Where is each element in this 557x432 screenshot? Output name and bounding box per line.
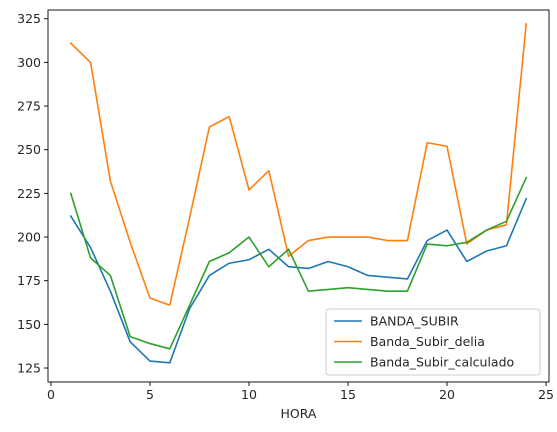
x-tick-label: 20 <box>439 387 455 402</box>
x-tick-label: 5 <box>146 387 154 402</box>
legend-entry-label: Banda_Subir_delia <box>370 334 485 349</box>
x-axis-label: HORA <box>281 406 317 421</box>
axes-frame <box>47 9 550 383</box>
x-tick-label: 15 <box>340 387 356 402</box>
legend-box <box>325 308 541 376</box>
series-layer <box>69 23 528 364</box>
y-tick-label: 325 <box>17 11 41 26</box>
series-line-banda-subir-delia <box>69 23 528 306</box>
series-line-banda-subir-calculado <box>69 176 528 350</box>
x-tick-label: 10 <box>241 387 257 402</box>
y-tick-label: 175 <box>17 273 41 288</box>
y-tick-label: 225 <box>17 186 41 201</box>
y-tick-label: 200 <box>17 230 41 245</box>
y-tick-label: 250 <box>17 142 41 157</box>
x-tick-label: 25 <box>538 387 554 402</box>
legend-entry-label: BANDA_SUBIR <box>370 314 459 329</box>
y-tick-label: 150 <box>17 317 41 332</box>
x-tick-label: 0 <box>47 387 55 402</box>
series-line-banda-subir <box>69 197 528 364</box>
y-tick-label: 125 <box>17 361 41 376</box>
legend-entry-label: Banda_Subir_calculado <box>370 355 514 370</box>
legend: BANDA_SUBIR Banda_Subir_delia Banda_Subir_… <box>325 308 541 376</box>
y-tick-label: 275 <box>17 99 41 114</box>
axes-layer: 0 5 10 15 20 25 125 150 175 200 225 250 275 300 325 HOR… <box>17 9 554 421</box>
y-tick-label: 300 <box>17 55 41 70</box>
